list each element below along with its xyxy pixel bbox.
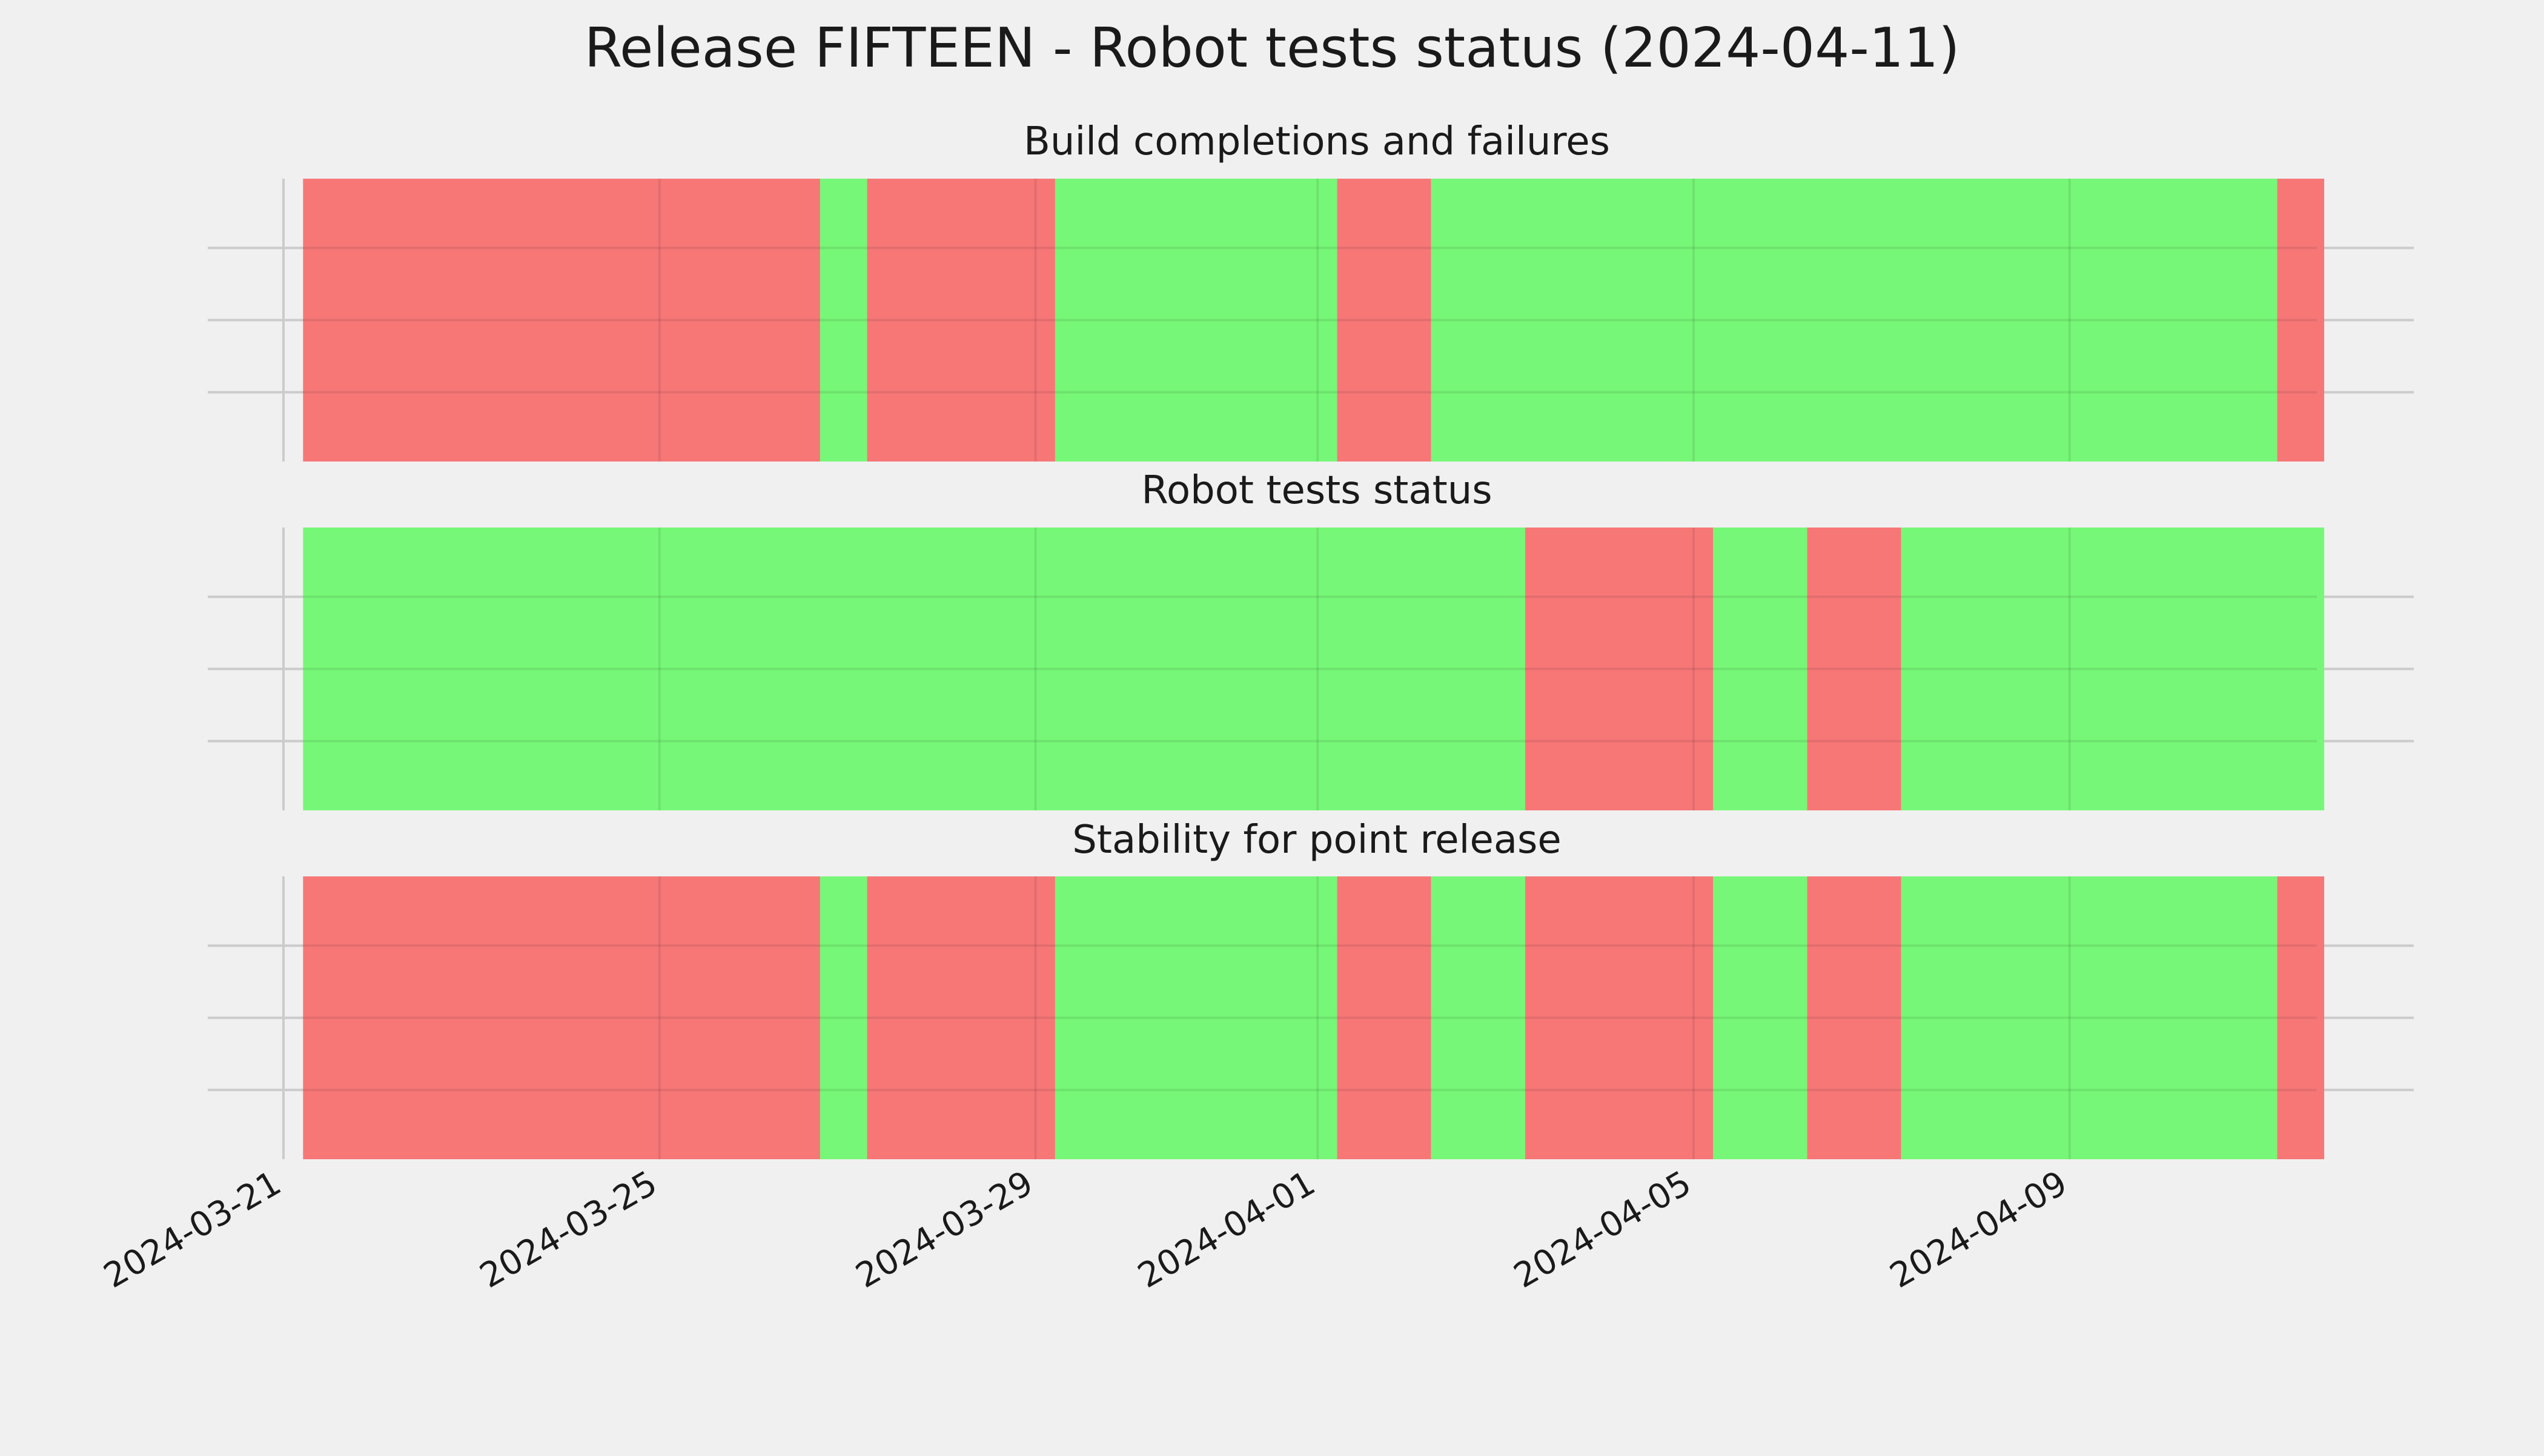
status-segment-fail [867, 179, 1055, 462]
panel-title: Build completions and failures [1024, 119, 1610, 164]
status-segment-pass [303, 528, 1525, 810]
chart-title: Release FIFTEEN - Robot tests status (20… [585, 16, 1960, 80]
status-segment-fail [1525, 528, 1714, 810]
status-segment-fail [2277, 179, 2325, 462]
status-segment-fail [303, 179, 820, 462]
status-segment-fail [303, 876, 820, 1159]
x-tick-label: 2024-03-29 [849, 1163, 1039, 1296]
status-segment-fail [1807, 528, 1901, 810]
panel-title: Robot tests status [1141, 468, 1492, 513]
status-segment-pass [820, 179, 867, 462]
status-segment-fail [867, 876, 1055, 1159]
status-segment-fail [2277, 876, 2325, 1159]
status-segment-fail [1337, 179, 1431, 462]
x-tick-label: 2024-04-09 [1883, 1163, 2073, 1296]
status-segment-pass [1901, 528, 2325, 810]
status-segment-pass [1055, 876, 1337, 1159]
x-tick-label: 2024-04-01 [1131, 1163, 1322, 1296]
status-segment-pass [1055, 179, 1337, 462]
status-segment-pass [820, 876, 867, 1159]
panel-title: Stability for point release [1072, 818, 1562, 862]
status-segment-fail [1525, 876, 1714, 1159]
status-segment-pass [1713, 528, 1807, 810]
x-tick-label: 2024-04-05 [1508, 1163, 1698, 1296]
status-segment-pass [1713, 876, 1807, 1159]
status-segment-pass [1431, 876, 1525, 1159]
x-tick-label: 2024-03-21 [98, 1163, 288, 1296]
status-segment-pass [1431, 179, 2277, 462]
status-segment-pass [1901, 876, 2277, 1159]
x-tick-label: 2024-03-25 [473, 1163, 663, 1296]
status-segment-fail [1337, 876, 1431, 1159]
status-segment-fail [1807, 876, 1901, 1159]
